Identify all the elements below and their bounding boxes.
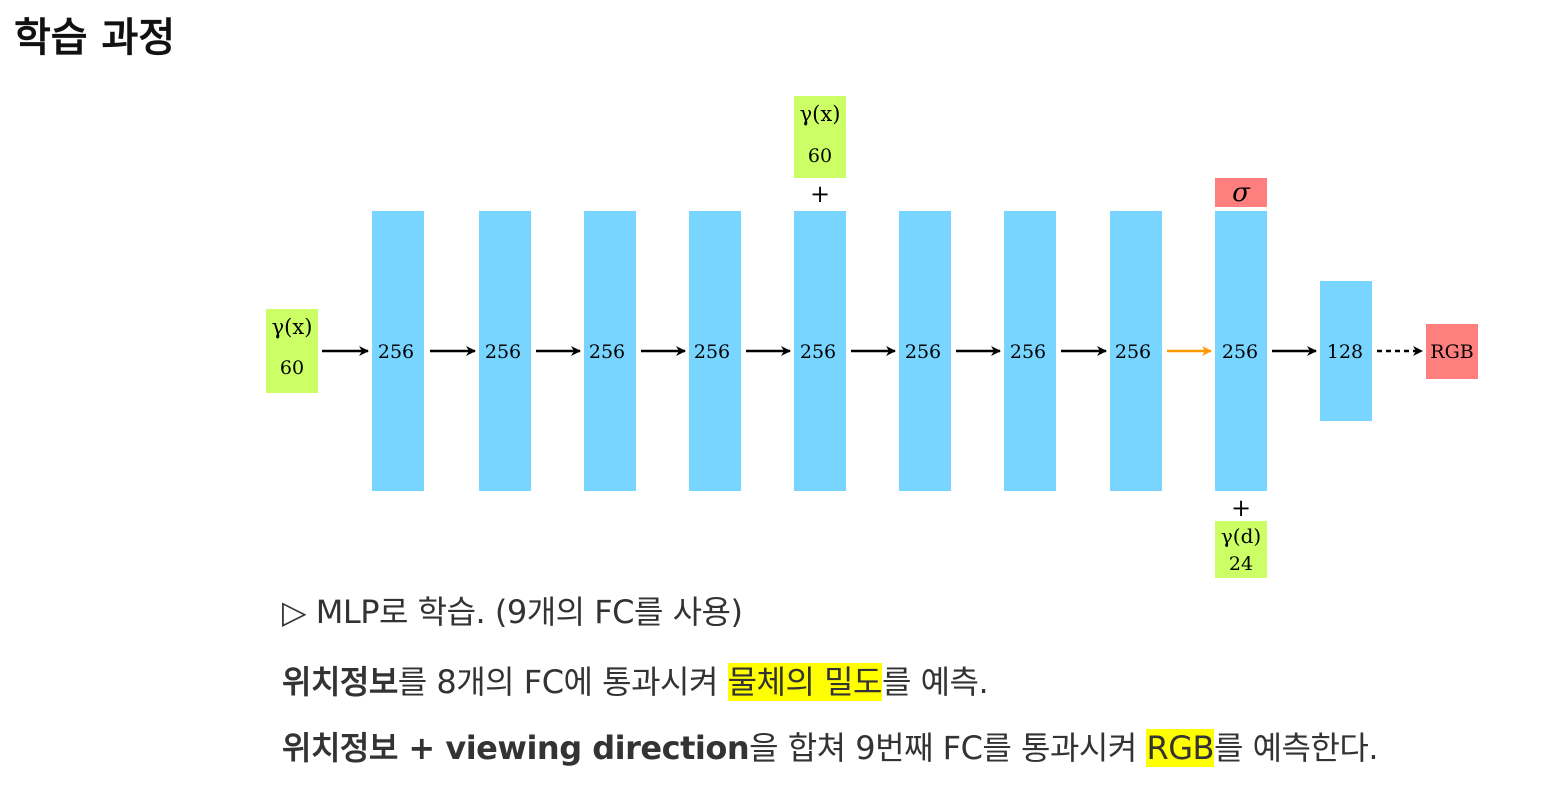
layer-6-label: 256 (905, 341, 941, 363)
layer-7: 256 (1004, 211, 1056, 491)
input-gamma-x-dim: 60 (280, 357, 304, 379)
view-input-gamma-d: + γ(d) 24 (1215, 494, 1267, 578)
page-title: 학습 과정 (14, 15, 176, 61)
input-gamma-x-symbol: γ(x) (272, 315, 313, 339)
view-gamma-d-dim: 24 (1229, 553, 1253, 575)
line3-text2: 를 예측한다. (1213, 729, 1379, 767)
layer-5-label: 256 (800, 341, 836, 363)
line2-highlight: 물체의 밀도 (727, 663, 882, 701)
sigma-output: σ (1215, 178, 1267, 208)
skip-plus-sign: + (810, 180, 830, 208)
layer-8: 256 (1110, 211, 1162, 491)
layer-5: 256 (794, 211, 846, 491)
skip-gamma-x-dim: 60 (808, 145, 832, 167)
rgb-label: RGB (1430, 341, 1473, 363)
input-gamma-x: γ(x) 60 (266, 309, 318, 393)
layer-9: 256 (1215, 211, 1267, 491)
line2-text2: 를 예측. (881, 663, 989, 701)
layer-2: 256 (479, 211, 531, 491)
description-line-2: 위치정보를 8개의 FC에 통과시켜 물체의 밀도를 예측. (282, 663, 989, 701)
layer-10-label: 128 (1327, 341, 1363, 363)
layer-4-label: 256 (694, 341, 730, 363)
skip-input-gamma-x: γ(x) 60 + (794, 96, 846, 208)
skip-gamma-x-symbol: γ(x) (800, 102, 841, 126)
layer-9-label: 256 (1222, 341, 1258, 363)
layer-1: 256 (372, 211, 424, 491)
layer-10: 128 (1320, 281, 1372, 421)
view-gamma-d-symbol: γ(d) (1221, 524, 1261, 548)
layer-3: 256 (584, 211, 636, 491)
line2-text1: 를 8개의 FC에 통과시켜 (397, 663, 728, 701)
view-plus-sign: + (1231, 494, 1251, 522)
description-line-3: 위치정보 + viewing direction을 합쳐 9번째 FC를 통과시… (282, 729, 1379, 767)
line3-text1: 을 합쳐 9번째 FC를 통과시켜 (749, 729, 1147, 767)
sigma-label: σ (1232, 178, 1251, 208)
layer-6: 256 (899, 211, 951, 491)
layer-8-label: 256 (1115, 341, 1151, 363)
layer-4: 256 (689, 211, 741, 491)
layer-2-label: 256 (485, 341, 521, 363)
line3-bold: 위치정보 + viewing direction (282, 729, 750, 767)
layer-3-label: 256 (589, 341, 625, 363)
layer-7-label: 256 (1010, 341, 1046, 363)
line2-bold: 위치정보 (282, 663, 398, 701)
description-line-1: ▷ MLP로 학습. (9개의 FC를 사용) (282, 593, 743, 631)
rgb-output: RGB (1426, 324, 1478, 379)
line3-highlight: RGB (1146, 729, 1214, 767)
layer-1-label: 256 (378, 341, 414, 363)
